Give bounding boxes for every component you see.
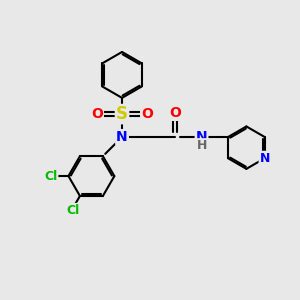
- Text: S: S: [116, 105, 128, 123]
- Text: Cl: Cl: [44, 169, 57, 183]
- Text: O: O: [141, 107, 153, 121]
- Text: N: N: [116, 130, 128, 144]
- Text: O: O: [91, 107, 103, 121]
- Text: Cl: Cl: [67, 204, 80, 217]
- Text: N: N: [260, 152, 270, 165]
- Text: N: N: [196, 130, 207, 144]
- Text: O: O: [169, 106, 181, 120]
- Text: H: H: [197, 139, 207, 152]
